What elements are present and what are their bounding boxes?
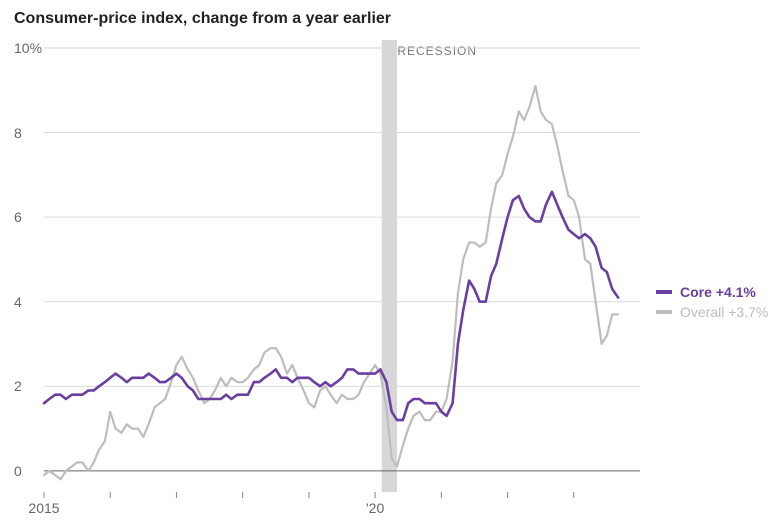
y-tick-label: 0 [14,463,22,479]
y-tick-label: 4 [14,294,22,310]
y-tick-label: 8 [14,125,22,141]
y-tick-label: 6 [14,209,22,225]
chart-container: Consumer-price index, change from a year… [0,0,778,523]
x-tick-label: '20 [366,500,384,516]
chart-svg [0,0,778,523]
y-tick-label: 2 [14,378,22,394]
y-tick-label: 10% [14,40,42,56]
x-tick-label: 2015 [28,500,59,516]
